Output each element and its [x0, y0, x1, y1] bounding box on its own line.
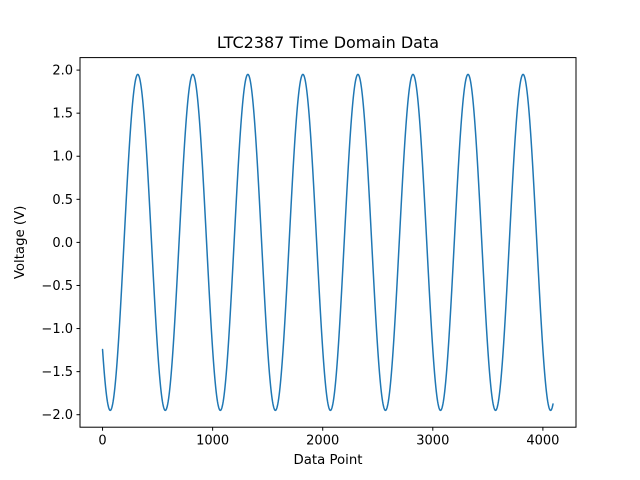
y-tick-label: −2.0 [41, 408, 73, 423]
x-tick-label: 3000 [416, 434, 449, 449]
y-tick-label: 1.5 [52, 107, 73, 122]
y-axis-label: Voltage (V) [13, 206, 28, 280]
y-tick-label: −0.5 [41, 279, 73, 294]
x-tick-label: 4000 [526, 434, 559, 449]
y-tick-label: 0.5 [52, 193, 73, 208]
y-tick-label: −1.0 [41, 322, 73, 337]
y-tick-label: −1.5 [41, 365, 73, 380]
x-tick-label: 2000 [306, 434, 339, 449]
x-axis-label: Data Point [294, 453, 363, 468]
y-axis-ticks: 2.0 1.5 1.0 0.5 0.0 −0.5 −1.0 −1.5 −2.0 [41, 64, 80, 423]
chart-title: LTC2387 Time Domain Data [217, 33, 439, 52]
x-tick-label: 1000 [196, 434, 229, 449]
waveform-line [101, 73, 554, 412]
x-tick-label: 0 [98, 434, 106, 449]
y-tick-label: 1.0 [52, 150, 73, 165]
y-tick-label: 0.0 [52, 236, 73, 251]
x-axis-ticks: 0 1000 2000 3000 4000 [98, 427, 559, 449]
y-tick-label: 2.0 [52, 64, 73, 79]
